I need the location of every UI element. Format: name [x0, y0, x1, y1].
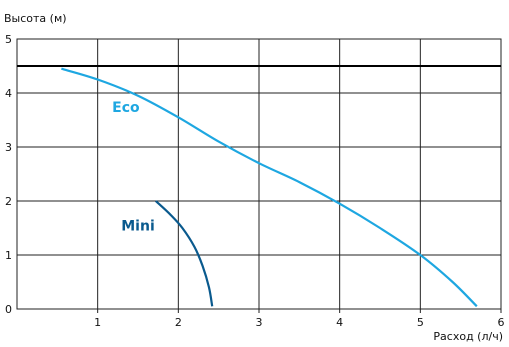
x-axis-label: Расход (л/ч)	[433, 330, 503, 343]
x-tick-label: 6	[498, 316, 505, 329]
series-line-mini	[154, 200, 214, 307]
x-tick-label: 1	[94, 316, 101, 329]
y-tick-label: 1	[5, 249, 12, 262]
y-tick-label: 2	[5, 195, 12, 208]
x-tick-label: 3	[256, 316, 263, 329]
series-label-mini: Mini	[121, 219, 155, 235]
x-tick-label: 5	[417, 316, 424, 329]
x-tick-label: 2	[175, 316, 182, 329]
y-tick-label: 0	[5, 303, 12, 316]
series-label-eco: Eco	[112, 100, 140, 116]
y-tick-label: 4	[5, 87, 12, 100]
y-tick-label: 3	[5, 141, 12, 154]
x-tick-label: 4	[336, 316, 343, 329]
series-line-eco	[61, 67, 478, 308]
y-axis-label: Высота (м)	[4, 12, 67, 25]
y-tick-label: 5	[5, 33, 12, 46]
